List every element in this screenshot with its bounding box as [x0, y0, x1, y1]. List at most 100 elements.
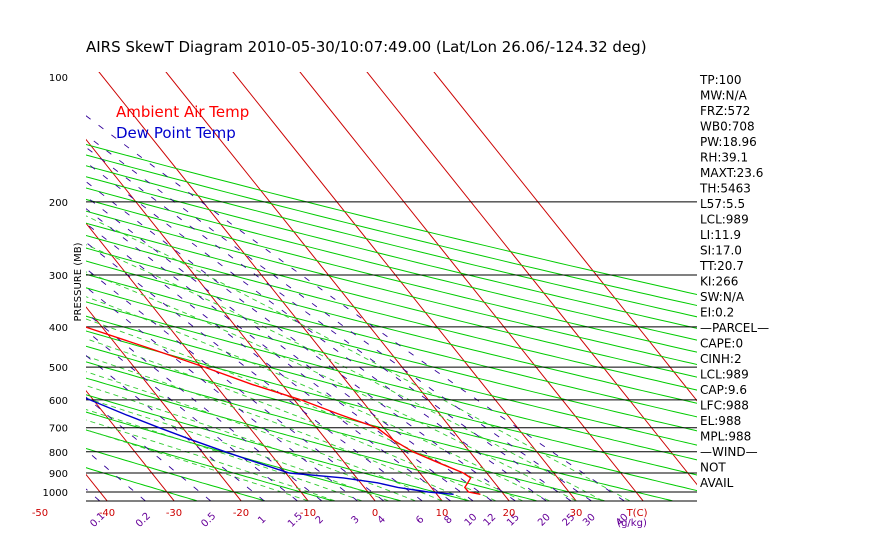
dry-adiabat-line	[86, 429, 333, 501]
dry-adiabat-line	[86, 330, 697, 492]
stability-index: —PARCEL—	[700, 321, 769, 335]
moist-adiabat-line	[86, 244, 604, 501]
bottom-temp-tick-label: 0	[372, 508, 378, 519]
dry-adiabat-line	[86, 260, 697, 418]
pressure-tick-label: 600	[49, 396, 68, 407]
stability-index: RH:39.1	[700, 151, 748, 165]
pressure-tick-label: 700	[49, 424, 68, 435]
mixing-ratio-line	[86, 286, 358, 501]
mixing-ratio-unit: (g/kg)	[617, 518, 647, 529]
dry-adiabat-line	[86, 154, 697, 306]
legend-entry: Ambient Air Temp	[116, 103, 249, 121]
dry-adiabat-line	[86, 315, 697, 476]
mixing-ratio-label: 20	[536, 512, 553, 529]
pressure-tick-label: 200	[49, 198, 68, 209]
dry-adiabat-line	[86, 187, 697, 341]
isobar-layer	[86, 201, 697, 502]
isotherm-line	[86, 473, 108, 501]
series-layer	[86, 326, 481, 495]
isotherm-line	[86, 222, 309, 501]
mixing-ratio-label: 10	[463, 512, 480, 529]
bottom-temp-tick-label: -30	[166, 508, 182, 519]
isotherm-line	[86, 306, 242, 501]
mixing-ratio-line	[86, 268, 384, 501]
stability-index: WB0:708	[700, 120, 755, 134]
stability-index: CINH:2	[700, 352, 742, 366]
mixing-ratio-line	[86, 222, 451, 501]
dry-adiabat-line	[86, 447, 266, 501]
isotherm-line	[86, 389, 175, 501]
stability-index: LFC:988	[700, 399, 749, 413]
moist-adiabat-line	[86, 338, 496, 501]
stability-index: TT:20.7	[699, 259, 744, 273]
dry-adiabat-line	[86, 467, 198, 501]
dry-adiabat-line	[86, 377, 537, 501]
mixing-ratio-label: 12	[482, 512, 499, 529]
moist-adiabat-line	[86, 271, 577, 501]
moist-adiabat-line	[86, 355, 469, 501]
bottom-temp-tick-label: -40	[99, 508, 115, 519]
dry-adiabat-line	[86, 165, 697, 318]
dry-adiabat-line	[86, 222, 697, 378]
stability-index: KI:266	[700, 275, 738, 289]
mixing-ratio-line	[86, 208, 474, 501]
stability-index: MAXT:23.6	[700, 166, 763, 180]
y-axis-label: PRESSURE (MB)	[73, 242, 84, 321]
stability-index: —WIND—	[700, 445, 758, 459]
mixing-ratio-line	[86, 161, 547, 501]
dry-adiabat-line	[86, 176, 697, 329]
mixing-ratio-label: 3	[349, 514, 361, 526]
stability-index: TP:100	[699, 73, 742, 87]
dry-adiabat-line	[86, 394, 469, 501]
moist-adiabat-line	[86, 215, 630, 501]
mixing-ratio-line	[86, 134, 592, 501]
dry-adiabat-line	[86, 198, 697, 353]
isotherm-line	[232, 72, 577, 501]
chart-title: AIRS SkewT Diagram 2010-05-30/10:07:49.0…	[86, 38, 647, 56]
dry-adiabat-line	[86, 301, 697, 461]
bottom-axis-unit: T(C)	[626, 508, 648, 519]
stability-index: MPL:988	[700, 430, 751, 444]
pressure-tick-label: 300	[49, 271, 68, 282]
mixing-ratio-line	[86, 195, 492, 501]
pressure-tick-label: 1000	[43, 488, 68, 499]
mixing-ratio-label: 30	[581, 512, 598, 529]
isotherm-line	[0, 68, 40, 501]
dry-adiabat-line	[86, 345, 673, 501]
temperature-line	[86, 326, 481, 495]
pressure-tick-label: 800	[49, 448, 68, 459]
bottom-temp-tick-label: 20	[503, 508, 516, 519]
bottom-temp-tick-label: 10	[436, 508, 449, 519]
moist-adiabat-line	[86, 419, 335, 501]
dry-adiabat-line	[86, 143, 697, 295]
isotherm-line	[86, 138, 376, 501]
moist-adiabat-line	[86, 296, 550, 501]
mixing-ratio-label: 1	[256, 514, 268, 526]
isotherm-line	[299, 72, 644, 501]
stability-index: LCL:989	[700, 213, 749, 227]
mixing-ratio-line	[86, 115, 625, 501]
pressure-tick-label: 400	[49, 323, 68, 334]
legend-entry: Dew Point Temp	[116, 124, 236, 142]
legend: Ambient Air Temp Dew Point Temp	[116, 103, 249, 142]
stability-index: SW:N/A	[700, 290, 745, 304]
stability-index: LI:11.9	[700, 228, 741, 242]
dry-adiabat-line	[86, 411, 401, 501]
stability-index: NOT	[700, 461, 726, 475]
pressure-tick-label: 500	[49, 363, 68, 374]
stability-index: EL:988	[700, 414, 741, 428]
dry-adiabat-line	[86, 247, 697, 404]
bottom-temp-tick-label: -20	[233, 508, 249, 519]
mixing-ratio-line	[86, 146, 572, 501]
grid-layer	[0, 68, 697, 501]
dewpoint-line	[86, 397, 454, 495]
isotherm-line	[165, 72, 510, 501]
dry-adiabat-line	[86, 287, 697, 446]
moist-adiabat-line	[86, 385, 416, 501]
stability-index: MW:N/A	[700, 89, 748, 103]
mixing-ratio-label: 6	[414, 514, 426, 526]
dry-adiabat-line	[86, 273, 697, 432]
mixing-ratio-label: 0.5	[199, 511, 218, 530]
dry-adiabat-line	[86, 234, 697, 391]
